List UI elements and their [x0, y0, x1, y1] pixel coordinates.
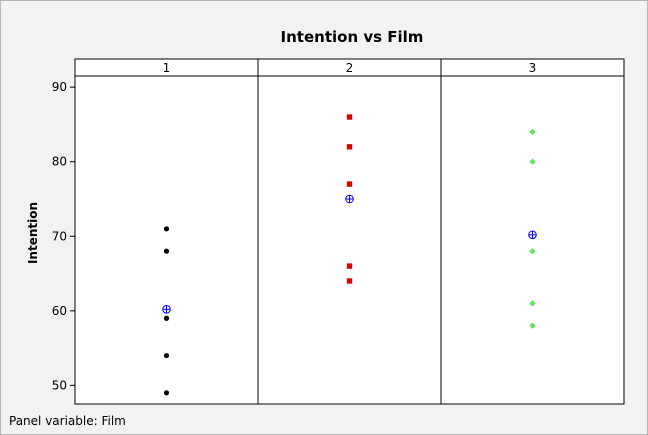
panel-2-point-5 [346, 114, 353, 120]
panel-1-box [74, 58, 259, 405]
panel-1-label: 1 [163, 61, 171, 75]
panel-1-point-3 [163, 315, 170, 321]
y-tick-label-90: 90 [52, 80, 67, 94]
panel-1-point-1 [163, 390, 170, 396]
panel-3-point-1 [529, 322, 536, 329]
panel-1-point-2 [163, 352, 170, 359]
panel-3-point-2 [529, 300, 536, 307]
panel-1-point-5 [163, 226, 170, 232]
y-axis: 50 60 70 80 90 [52, 80, 75, 392]
panel-2-point-3 [346, 181, 353, 187]
y-tick-label-60: 60 [52, 304, 67, 318]
chart-title: Intention vs Film [281, 28, 424, 46]
y-tick-label-70: 70 [52, 229, 67, 243]
panel-3-point-3 [529, 247, 536, 255]
y-tick-label-80: 80 [52, 155, 67, 169]
panel-3-point-4 [529, 158, 536, 165]
panel-1-mean-marker [162, 305, 171, 314]
panel-2-mean-marker [345, 194, 354, 204]
y-axis-label: Intention [26, 202, 40, 264]
panel-variable-footnote: Panel variable: Film [9, 414, 126, 428]
panel-3: 3 [440, 58, 625, 405]
panel-1: 1 [74, 58, 259, 405]
panel-2-point-1 [346, 278, 353, 284]
panels-layer: 1 2 3 [74, 58, 625, 405]
panel-1-point-4 [163, 248, 170, 254]
panel-3-point-5 [529, 128, 536, 136]
panel-2-point-4 [346, 144, 353, 150]
panel-2-point-2 [346, 263, 353, 269]
panel-2-box [257, 58, 442, 405]
panel-3-label: 3 [529, 61, 537, 75]
panel-3-mean-marker [528, 230, 537, 240]
y-tick-label-50: 50 [52, 378, 67, 392]
panel-2: 2 [257, 58, 442, 405]
panel-2-label: 2 [346, 61, 354, 75]
